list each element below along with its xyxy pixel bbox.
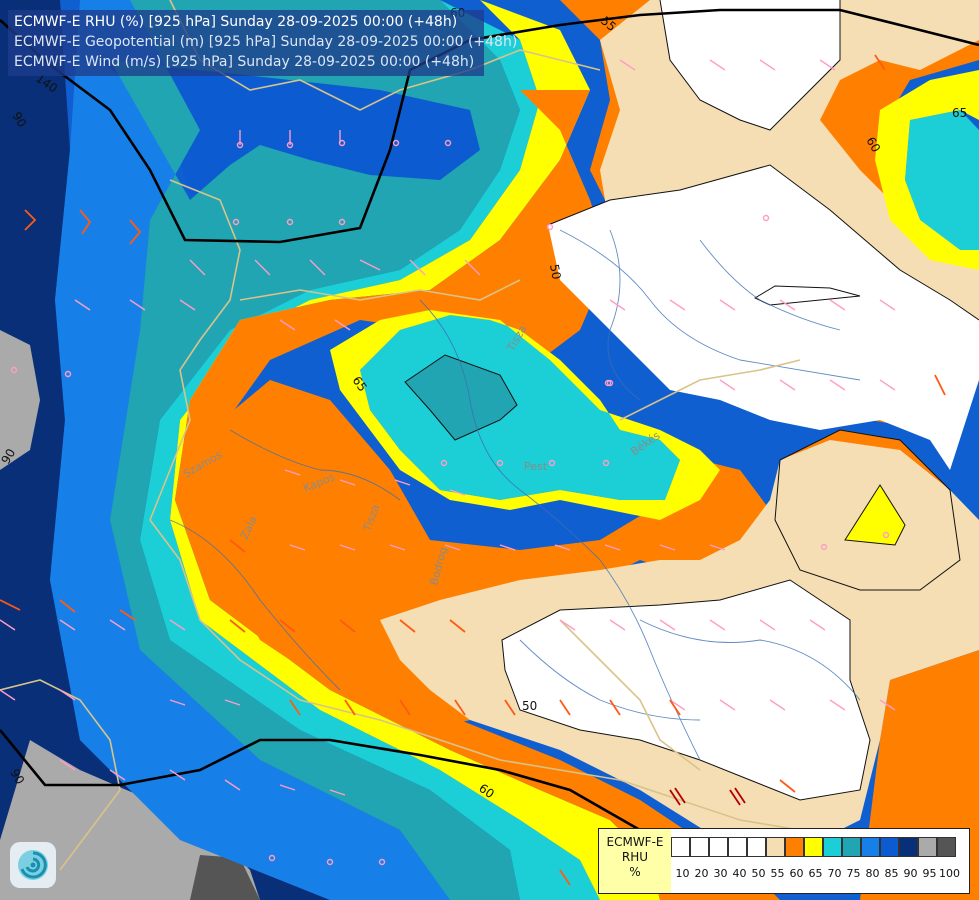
title-wind: ECMWF-E Wind (m/s) [925 hPa] Sunday 28-0… (14, 54, 475, 70)
rhu-50-zone-right (548, 165, 979, 470)
legend-swatch (785, 837, 804, 857)
geopotential-140-contour (0, 8, 979, 244)
rhu-60-zone-center (205, 380, 770, 730)
legend-tick-label: 20 (694, 867, 709, 880)
legend-tick-label: 30 (713, 867, 728, 880)
legend-title-line-1: ECMWF-E (606, 835, 664, 849)
legend-tick-label: 70 (827, 867, 842, 880)
rhu-legend: ECMWF-E RHU % 10 20 30 40 50 55 60 65 70 75 80 85 90… (598, 828, 970, 894)
contour-label-rhu-50-center: 50 (547, 263, 563, 280)
legend-swatch (671, 837, 690, 857)
legend-title-line-3: % (629, 865, 641, 879)
title-geopotential: ECMWF-E Geopotential (m) [925 hPa] Sunda… (14, 34, 518, 50)
place-label-pest: Pest (524, 460, 548, 473)
legend-swatch (918, 837, 937, 857)
legend-swatch (747, 837, 766, 857)
legend-tick-label: 95 (922, 867, 937, 880)
contour-label-rhu-90-left: 90 (9, 110, 29, 130)
legend-swatch (861, 837, 880, 857)
legend-title-line-2: RHU (621, 850, 649, 864)
rhu-100-zone-bottom (190, 855, 260, 900)
legend-swatch (880, 837, 899, 857)
rhu-95-zone-bottom (0, 740, 260, 900)
legend-swatch (766, 837, 785, 857)
contour-label-rhu-65-right: 65 (952, 106, 967, 120)
legend-swatches (671, 837, 956, 857)
legend-tick-label: 100 (939, 867, 960, 880)
legend-tick-label: 40 (732, 867, 747, 880)
title-rhu: ECMWF-E RHU (%) [925 hPa] Sunday 28-09-2… (14, 14, 458, 30)
rhu-65-zone-right (905, 110, 979, 250)
rhu-80-zone (50, 0, 450, 900)
legend-swatch (728, 837, 747, 857)
rhu-65-zone-center (330, 310, 720, 520)
contour-label-rhu-50-lower: 50 (522, 699, 537, 713)
map-title-panel: ECMWF-E RHU (%) [925 hPa] Sunday 28-09-2… (8, 10, 518, 76)
rhu-95-zone-left (0, 330, 40, 470)
legend-swatch (823, 837, 842, 857)
geopotential-contour-bottom (0, 729, 701, 842)
rhu-75-zone (140, 0, 600, 900)
legend-tick-label: 85 (884, 867, 899, 880)
legend-tick-label: 65 (808, 867, 823, 880)
rhu-50-zone-top-right (660, 0, 840, 130)
legend-title: ECMWF-E RHU % (599, 829, 671, 893)
rhu-50-zone-lower (502, 580, 870, 800)
legend-tick-label: 80 (865, 867, 880, 880)
legend-tick-label: 10 (675, 867, 690, 880)
legend-tick-label: 90 (903, 867, 918, 880)
legend-swatch (804, 837, 823, 857)
rhu-70-zone (110, 0, 520, 900)
legend-tick-label: 50 (751, 867, 766, 880)
rhu-80-zone-center (405, 355, 517, 440)
legend-ticks: 10 20 30 40 50 55 60 65 70 75 80 85 90 95 100 (673, 867, 961, 880)
legend-swatch (842, 837, 861, 857)
contour-label-rhu-90-bottom-left: 90 (7, 767, 27, 787)
rhu-65-zone-small-cell (845, 485, 905, 545)
rhu-65-zone-left (170, 0, 660, 900)
legend-swatch (690, 837, 709, 857)
legend-tick-label: 55 (770, 867, 785, 880)
legend-swatch (899, 837, 918, 857)
swirl-logo-icon (10, 842, 56, 888)
contour-label-rhu-60-right: 60 (863, 135, 883, 155)
legend-swatch (937, 837, 956, 857)
legend-swatch (709, 837, 728, 857)
rhu-65-zone-right-ring (875, 70, 979, 270)
legend-tick-label: 75 (846, 867, 861, 880)
legend-tick-label: 60 (789, 867, 804, 880)
